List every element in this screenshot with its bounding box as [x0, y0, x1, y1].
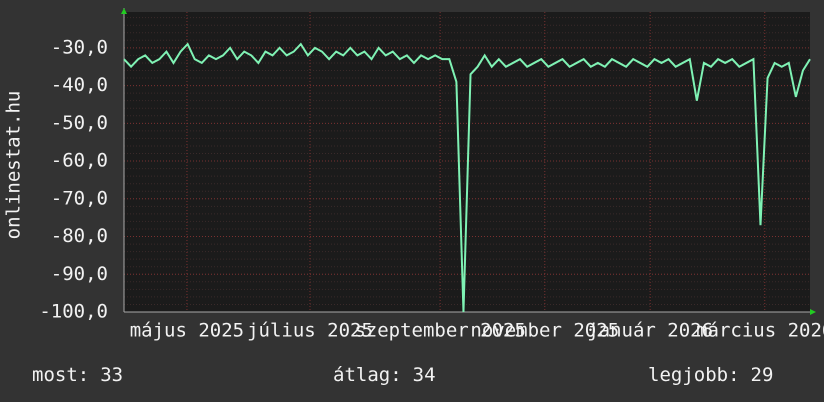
y-tick-label: -100,0: [39, 301, 108, 323]
axis-arrow: [810, 309, 816, 315]
y-axis-label: onlinestat.hu: [3, 91, 25, 240]
x-tick-label: november 2025: [470, 320, 619, 342]
stat-label: most:: [32, 364, 89, 386]
x-tick-label: július 2025: [247, 320, 373, 342]
x-tick-label: május 2025: [130, 320, 244, 342]
axis-arrow: [121, 8, 127, 14]
marks: [123, 42, 811, 313]
stat: legjobb: 29: [648, 364, 773, 386]
y-tick-label: -80,0: [51, 225, 108, 247]
y-tick-label: -40,0: [51, 74, 108, 96]
y-tick-label: -90,0: [51, 263, 108, 285]
stat-value: 29: [751, 364, 774, 386]
stats: most: 33 átlag: 34 legjobb: 29: [32, 364, 773, 386]
y-tick-label: -50,0: [51, 112, 108, 134]
x-tick-label: január 2026: [587, 320, 713, 342]
y-tick-label: -70,0: [51, 187, 108, 209]
stat-value: 34: [413, 364, 436, 386]
stat-label: legjobb:: [648, 364, 740, 386]
y-tick-label: -30,0: [51, 36, 108, 58]
stat: most: 33: [32, 364, 123, 386]
stat: átlag: 34: [333, 364, 436, 386]
stat-value: 33: [100, 364, 123, 386]
y-tick-label: -60,0: [51, 150, 108, 172]
x-tick-label: szeptember 2025: [354, 320, 526, 342]
data-line: [123, 42, 811, 313]
stat-label: átlag:: [333, 364, 402, 386]
x-tick-label: március 2026: [696, 320, 824, 342]
